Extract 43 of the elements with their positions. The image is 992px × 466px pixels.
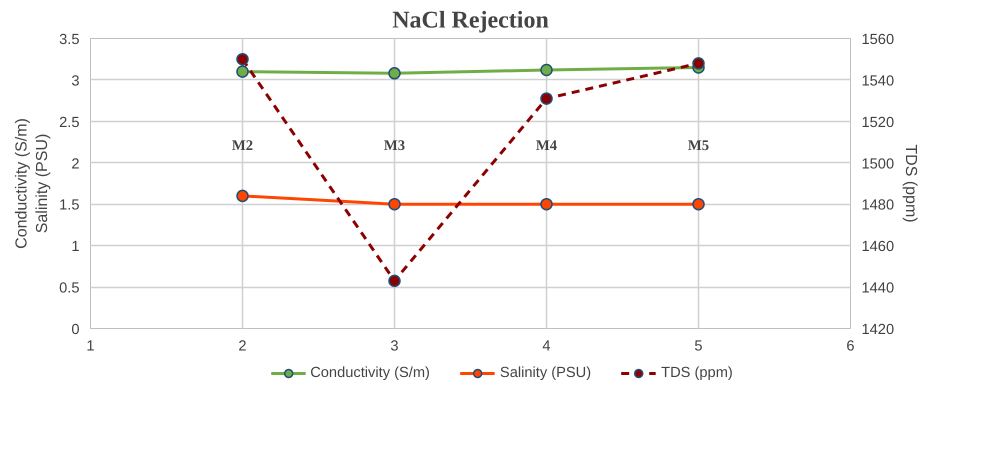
chart-title: NaCl Rejection [392, 8, 549, 34]
point [388, 198, 401, 210]
x-tick-label: 1 [86, 338, 95, 354]
y2-tick-label: 1460 [862, 239, 894, 256]
annotation: M4 [536, 138, 558, 154]
point [236, 190, 249, 202]
point [692, 57, 705, 70]
annotation: M5 [688, 138, 710, 154]
y-tick-label: 2 [71, 156, 80, 172]
y2-tick-label: 1540 [862, 73, 894, 90]
annotation: M2 [232, 138, 254, 154]
legend-label: Salinity (PSU) [500, 365, 592, 381]
point [236, 52, 249, 66]
y-tick-label: 3.5 [59, 32, 80, 48]
y-tick-label: 0.5 [59, 280, 80, 297]
point [388, 274, 401, 288]
y-tick-label: 2.5 [59, 114, 80, 131]
point [236, 65, 249, 78]
y2-tick-label: 1520 [862, 114, 894, 131]
annotation: M3 [384, 138, 406, 154]
y-tick-label: 0 [71, 322, 80, 338]
y2-tick-label: 1500 [862, 156, 894, 172]
x-tick-label: 6 [846, 338, 855, 354]
y2-axis-title: TDS (ppm) [902, 144, 920, 223]
y-axis-title: Conductivity (S/m) Salinity (PSU) [14, 118, 52, 249]
y-tick-label: 1.5 [59, 198, 80, 214]
point [540, 198, 553, 210]
legend-label: TDS (ppm) [661, 365, 733, 381]
point [388, 67, 401, 80]
point [540, 64, 553, 76]
y-tick-label: 3 [71, 73, 80, 90]
y-tick-label: 1 [71, 239, 80, 256]
legend-label: Conductivity (S/m) [310, 365, 430, 381]
point [540, 92, 553, 105]
x-tick-label: 4 [542, 338, 551, 354]
y2-tick-label: 1560 [862, 32, 894, 48]
point [692, 198, 705, 210]
x-tick-label: 5 [694, 338, 703, 354]
y2-tick-label: 1420 [862, 322, 894, 338]
x-tick-label: 2 [238, 338, 247, 354]
x-tick-label: 3 [390, 338, 399, 354]
y2-tick-label: 1440 [862, 280, 894, 297]
y2-tick-label: 1480 [862, 198, 894, 214]
